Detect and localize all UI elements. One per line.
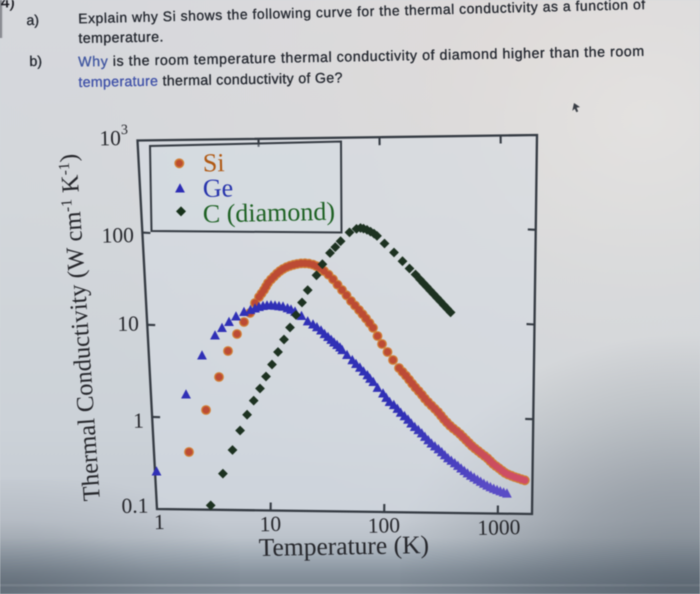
svg-text:4): 4) xyxy=(1,0,15,11)
svg-text:10: 10 xyxy=(259,512,281,536)
svg-text:a): a) xyxy=(26,13,39,29)
svg-text:1: 1 xyxy=(133,409,144,433)
svg-text:Temperature (K): Temperature (K) xyxy=(258,530,429,562)
svg-text:100: 100 xyxy=(368,513,401,538)
svg-text:temperature.: temperature. xyxy=(78,29,163,47)
svg-text:Si: Si xyxy=(203,148,225,177)
svg-text:1: 1 xyxy=(154,510,165,534)
svg-text:10: 10 xyxy=(117,312,139,336)
svg-text:100: 100 xyxy=(101,223,134,248)
svg-text:1000: 1000 xyxy=(477,515,520,540)
svg-text:C (diamond): C (diamond) xyxy=(203,197,336,229)
svg-text:b): b) xyxy=(29,54,42,70)
svg-text:3: 3 xyxy=(121,123,128,138)
svg-text:0.1: 0.1 xyxy=(121,494,148,518)
svg-text:temperature thermal conductivi: temperature thermal conductivity of Ge? xyxy=(78,70,342,91)
svg-text:10: 10 xyxy=(99,126,121,150)
svg-text:Ge: Ge xyxy=(203,173,234,203)
